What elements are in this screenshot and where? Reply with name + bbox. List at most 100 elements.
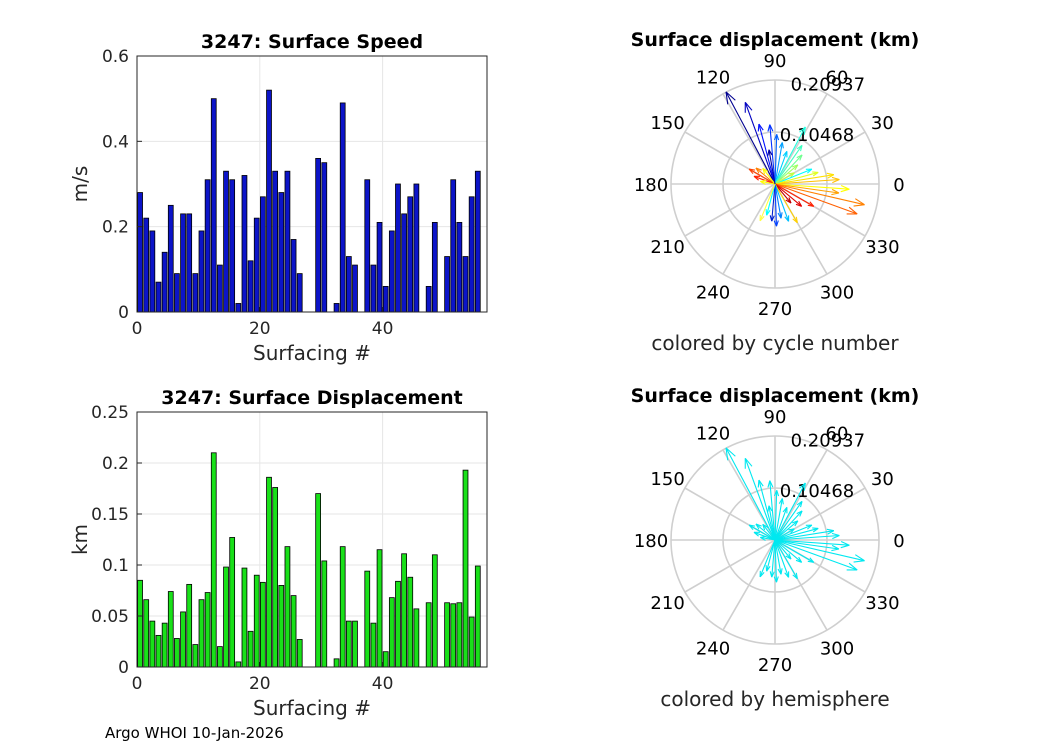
bar xyxy=(333,658,340,668)
displacement-arrow xyxy=(774,501,803,541)
bar xyxy=(407,576,414,668)
bar xyxy=(137,192,143,313)
bar xyxy=(278,192,285,313)
bar xyxy=(395,183,401,313)
arrow-head xyxy=(840,544,850,549)
displacement-arrow xyxy=(760,180,776,185)
arrow-head xyxy=(812,171,819,177)
bar xyxy=(296,273,303,313)
bar xyxy=(260,196,266,313)
bar xyxy=(339,102,346,313)
arrow-head xyxy=(848,206,858,215)
bar xyxy=(425,285,432,313)
displacement-arrow xyxy=(769,480,776,541)
displacement-arrow xyxy=(774,507,788,541)
bar xyxy=(462,256,469,313)
arrow-head xyxy=(771,215,775,222)
arrow-head xyxy=(757,479,760,488)
angle-label: 150 xyxy=(650,469,684,490)
bar xyxy=(321,560,328,668)
axes-box-0 xyxy=(136,55,488,313)
displacement-arrow xyxy=(774,183,798,223)
bar xyxy=(321,162,328,313)
bar xyxy=(296,639,303,668)
bar xyxy=(456,221,463,313)
bar xyxy=(413,608,420,668)
bar xyxy=(186,213,193,313)
displacement-arrow xyxy=(760,536,776,541)
arrow-head xyxy=(799,482,806,489)
radial-tick-label: 0.20937 xyxy=(791,74,865,95)
arrow-head xyxy=(826,528,834,532)
displacement-arrow xyxy=(771,183,776,222)
arrow-head xyxy=(755,167,760,174)
displacement-arrow xyxy=(774,183,814,207)
displacement-arrow xyxy=(774,183,802,207)
arrow-head xyxy=(775,576,779,583)
arrow-head xyxy=(799,510,803,517)
displacement-arrow xyxy=(774,539,778,583)
x-tick-label: 0 xyxy=(132,319,143,339)
arrow-head xyxy=(792,218,798,224)
displacement-arrow xyxy=(774,498,783,541)
radial-tick-label: 0.10468 xyxy=(780,125,854,146)
bar xyxy=(370,622,377,668)
bar xyxy=(364,570,371,668)
arrow-head xyxy=(773,490,778,497)
arrow-head xyxy=(795,216,798,223)
displacement-arrow xyxy=(774,183,792,204)
displacement-arrow xyxy=(768,505,776,541)
arrow-head xyxy=(775,220,779,227)
arrow-head xyxy=(795,572,798,579)
displacement-arrow xyxy=(774,145,803,185)
angle-spoke xyxy=(722,539,776,631)
displacement-arrow xyxy=(774,539,782,575)
bar xyxy=(376,549,383,668)
arrow-head xyxy=(753,531,759,537)
arrow-head xyxy=(781,142,784,149)
arrow-head xyxy=(765,209,768,216)
x-tick-label: 20 xyxy=(249,319,271,339)
angle-label: 210 xyxy=(650,237,684,258)
arrow-head xyxy=(755,167,762,171)
angle-spoke xyxy=(722,183,776,275)
bar xyxy=(333,303,340,313)
displacement-arrow xyxy=(774,183,778,227)
angle-label: 300 xyxy=(820,282,854,303)
bar xyxy=(401,213,407,313)
arrow-head xyxy=(798,556,803,563)
bar xyxy=(468,616,475,668)
displacement-arrow xyxy=(774,539,790,578)
arrow-head xyxy=(792,574,798,580)
displacement-arrow xyxy=(774,183,850,190)
arrow-head xyxy=(794,164,799,171)
bar xyxy=(376,221,383,313)
bar xyxy=(229,537,236,668)
arrow-head xyxy=(785,555,792,560)
bar xyxy=(180,611,186,668)
arrow-head xyxy=(725,447,729,461)
bar xyxy=(345,620,352,668)
arrow-head xyxy=(767,149,770,156)
y-tick-label: 0.1 xyxy=(102,556,129,576)
angle-label: 330 xyxy=(865,593,899,614)
bar xyxy=(167,591,174,668)
displacement-arrow xyxy=(755,523,776,541)
arrow-head xyxy=(853,204,865,207)
compass-caption: colored by cycle number xyxy=(651,331,899,355)
arrow-head xyxy=(769,480,774,488)
arrow-head xyxy=(760,180,766,185)
arrow-head xyxy=(832,534,840,540)
bar xyxy=(444,256,450,313)
bar xyxy=(223,170,229,313)
displacement-arrow xyxy=(762,524,776,541)
bar xyxy=(198,599,205,668)
angle-label: 30 xyxy=(871,469,894,490)
y-tick-label: 0.05 xyxy=(91,607,129,627)
arrow-head xyxy=(840,541,850,546)
arrow-head xyxy=(812,527,819,533)
y-tick-label: 0.15 xyxy=(91,505,129,525)
y-tick-label: 0.25 xyxy=(91,403,129,423)
bar xyxy=(241,567,248,668)
arrow-head xyxy=(760,179,767,182)
